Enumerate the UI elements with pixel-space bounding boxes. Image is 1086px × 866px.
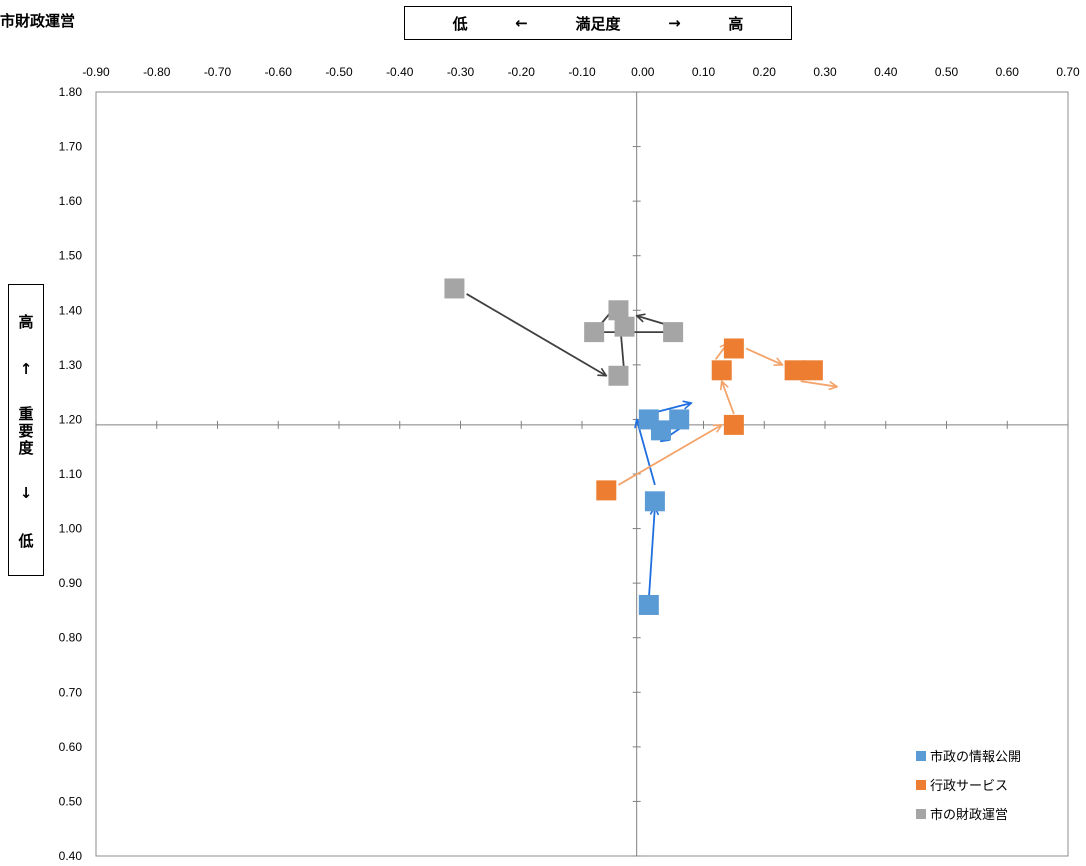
legend-entry-label: 市の財政運営	[930, 807, 1008, 823]
x-axis-title: 満足度	[575, 14, 621, 33]
data-point	[644, 491, 665, 512]
x-tick-label: -0.60	[265, 65, 293, 79]
x-tick-label: 0.70	[1056, 65, 1080, 79]
x-tick-label: -0.70	[204, 65, 232, 79]
x-tick-label: 0.20	[753, 65, 777, 79]
y-tick-label: 0.50	[59, 794, 83, 808]
left-arrow-icon: ←	[515, 14, 528, 32]
x-tick-label: -0.80	[143, 65, 171, 79]
y-axis-title: 重要度	[16, 405, 35, 457]
x-tick-label: -0.50	[325, 65, 353, 79]
x-tick-label: 0.10	[692, 65, 716, 79]
y-tick-label: 1.20	[59, 412, 83, 426]
x-tick-label: 0.50	[935, 65, 959, 79]
legend-swatch	[916, 809, 926, 819]
data-point	[650, 420, 671, 441]
data-point	[663, 322, 684, 343]
y-tick-label: 1.60	[59, 194, 83, 208]
x-tick-label: 0.60	[996, 65, 1020, 79]
data-point	[608, 365, 629, 386]
up-arrow-icon: ↑	[19, 359, 33, 378]
x-tick-label: -0.20	[508, 65, 536, 79]
y-tick-label: 1.10	[59, 467, 83, 481]
right-arrow-icon: →	[668, 14, 681, 32]
legend-entry-label: 市政の情報公開	[930, 749, 1021, 765]
legend-entry-label: 行政サービス	[930, 779, 1008, 794]
x-tick-label: -0.40	[386, 65, 414, 79]
x-tick-label: -0.10	[568, 65, 596, 79]
y-tick-label: 0.90	[59, 576, 83, 590]
importance-axis-legend-box: 高 ↑ 重要度 ↓ 低	[8, 284, 44, 576]
y-tick-label: 1.80	[59, 85, 83, 99]
trend-arrow	[466, 293, 607, 376]
chart-title-partial: 市財政運営	[0, 12, 76, 30]
x-tick-label: 0.00	[631, 65, 655, 79]
trend-arrow	[637, 419, 656, 486]
trend-arrow	[745, 347, 782, 364]
x-tick-label: 0.30	[813, 65, 837, 79]
x-high-label: 高	[728, 14, 744, 33]
data-point	[584, 322, 605, 343]
data-point	[614, 316, 635, 337]
data-point	[723, 338, 744, 359]
y-high-label: 高	[18, 313, 34, 331]
y-tick-label: 0.70	[59, 685, 83, 699]
trend-arrow	[617, 425, 721, 486]
plot-area-border	[95, 91, 1069, 857]
x-tick-label: -0.90	[82, 65, 110, 79]
satisfaction-axis-legend-box: 低 ← 満足度 → 高	[404, 6, 792, 40]
trend-arrow	[647, 507, 655, 600]
data-point	[596, 480, 617, 501]
down-arrow-icon: ↓	[19, 484, 33, 503]
data-point	[784, 360, 805, 381]
y-tick-label: 1.50	[59, 249, 83, 263]
trend-arrow	[722, 381, 735, 415]
y-tick-label: 1.40	[59, 303, 83, 317]
y-tick-label: 0.80	[59, 631, 83, 645]
trend-arrow	[800, 380, 837, 386]
y-tick-label: 1.00	[59, 522, 83, 536]
y-tick-label: 1.30	[59, 358, 83, 372]
y-low-label: 低	[18, 532, 34, 550]
data-point	[802, 360, 823, 381]
x-low-label: 低	[452, 14, 468, 33]
legend-swatch	[916, 780, 926, 790]
y-tick-label: 0.60	[59, 740, 83, 754]
legend-swatch	[916, 751, 926, 761]
data-point	[444, 278, 465, 299]
data-point	[723, 414, 744, 435]
y-tick-label: 1.70	[59, 140, 83, 154]
data-point	[711, 360, 732, 381]
x-tick-label: -0.30	[447, 65, 475, 79]
x-tick-label: 0.40	[874, 65, 898, 79]
data-point	[608, 300, 629, 321]
y-tick-label: 0.40	[59, 849, 83, 863]
data-point	[638, 594, 659, 615]
data-point	[669, 409, 690, 430]
